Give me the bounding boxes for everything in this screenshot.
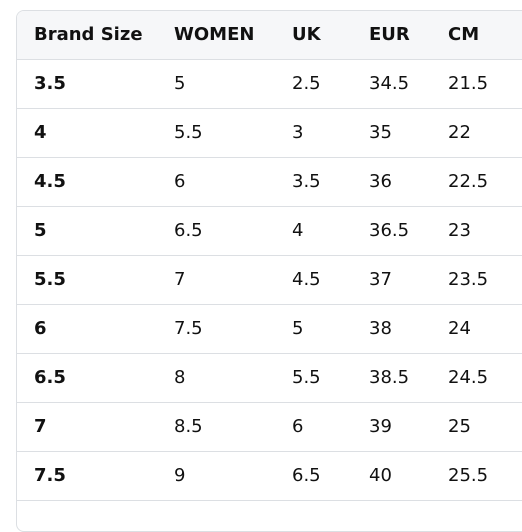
cell-brand-size: 6.5 <box>17 353 157 403</box>
cell-women: 8 <box>157 353 275 403</box>
cell-cm: 23.5 <box>431 255 522 305</box>
header-brand-size: Brand Size <box>17 11 157 60</box>
table-row <box>17 500 522 531</box>
cell-brand-size: 5.5 <box>17 255 157 305</box>
cell-cm <box>431 500 522 531</box>
table-header: Brand Size WOMEN UK EUR CM <box>17 11 522 60</box>
cell-cm: 25.5 <box>431 451 522 501</box>
table-row: 3.5 5 2.5 34.5 21.5 <box>17 59 522 109</box>
cell-brand-size: 7 <box>17 402 157 452</box>
cell-brand-size: 4 <box>17 108 157 158</box>
header-eur: EUR <box>352 11 431 60</box>
header-row: Brand Size WOMEN UK EUR CM <box>17 11 522 60</box>
cell-eur <box>352 500 431 531</box>
cell-uk <box>275 500 352 531</box>
cell-uk: 5.5 <box>275 353 352 403</box>
cell-women: 7.5 <box>157 304 275 354</box>
cell-women: 5.5 <box>157 108 275 158</box>
cell-eur: 36.5 <box>352 206 431 256</box>
cell-women: 8.5 <box>157 402 275 452</box>
table-row: 4.5 6 3.5 36 22.5 <box>17 157 522 207</box>
cell-eur: 38 <box>352 304 431 354</box>
cell-women: 5 <box>157 59 275 109</box>
cell-cm: 23 <box>431 206 522 256</box>
cell-uk: 4 <box>275 206 352 256</box>
cell-eur: 39 <box>352 402 431 452</box>
size-chart-table-container: Brand Size WOMEN UK EUR CM 3.5 5 2.5 34.… <box>16 10 522 532</box>
cell-eur: 38.5 <box>352 353 431 403</box>
table-row: 4 5.5 3 35 22 <box>17 108 522 158</box>
table-row: 6 7.5 5 38 24 <box>17 304 522 354</box>
table-row: 6.5 8 5.5 38.5 24.5 <box>17 353 522 403</box>
cell-eur: 34.5 <box>352 59 431 109</box>
cell-women <box>157 500 275 531</box>
cell-women: 7 <box>157 255 275 305</box>
header-uk: UK <box>275 11 352 60</box>
cell-uk: 2.5 <box>275 59 352 109</box>
cell-women: 6 <box>157 157 275 207</box>
cell-uk: 6 <box>275 402 352 452</box>
table-row: 7.5 9 6.5 40 25.5 <box>17 451 522 501</box>
cell-uk: 3.5 <box>275 157 352 207</box>
cell-uk: 5 <box>275 304 352 354</box>
header-women: WOMEN <box>157 11 275 60</box>
table-row: 5 6.5 4 36.5 23 <box>17 206 522 256</box>
cell-brand-size: 4.5 <box>17 157 157 207</box>
table-body: 3.5 5 2.5 34.5 21.5 4 5.5 3 35 22 4.5 6 … <box>17 59 522 531</box>
cell-cm: 21.5 <box>431 59 522 109</box>
cell-brand-size: 3.5 <box>17 59 157 109</box>
cell-women: 6.5 <box>157 206 275 256</box>
cell-eur: 36 <box>352 157 431 207</box>
header-cm: CM <box>431 11 522 60</box>
cell-eur: 40 <box>352 451 431 501</box>
cell-cm: 25 <box>431 402 522 452</box>
size-chart-table: Brand Size WOMEN UK EUR CM 3.5 5 2.5 34.… <box>17 11 522 531</box>
cell-cm: 22.5 <box>431 157 522 207</box>
table-row: 5.5 7 4.5 37 23.5 <box>17 255 522 305</box>
cell-brand-size <box>17 500 157 531</box>
cell-eur: 35 <box>352 108 431 158</box>
cell-cm: 24.5 <box>431 353 522 403</box>
cell-women: 9 <box>157 451 275 501</box>
cell-brand-size: 6 <box>17 304 157 354</box>
cell-cm: 22 <box>431 108 522 158</box>
table-row: 7 8.5 6 39 25 <box>17 402 522 452</box>
cell-uk: 6.5 <box>275 451 352 501</box>
cell-cm: 24 <box>431 304 522 354</box>
cell-uk: 4.5 <box>275 255 352 305</box>
cell-uk: 3 <box>275 108 352 158</box>
cell-eur: 37 <box>352 255 431 305</box>
cell-brand-size: 7.5 <box>17 451 157 501</box>
cell-brand-size: 5 <box>17 206 157 256</box>
